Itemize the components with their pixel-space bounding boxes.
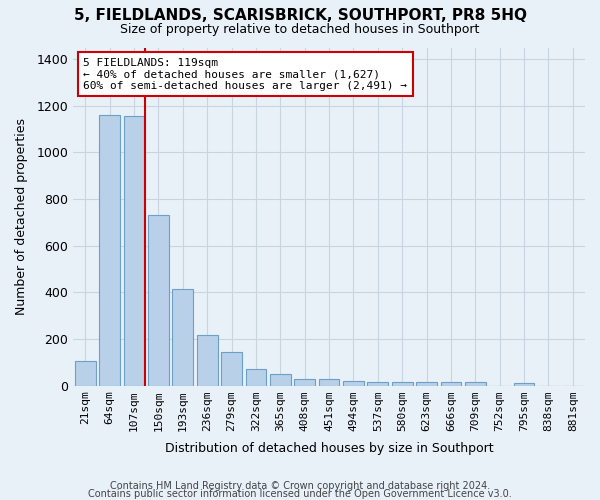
Bar: [343, 381, 364, 386]
Bar: [172, 289, 193, 386]
Bar: [465, 382, 485, 386]
Bar: [124, 116, 145, 386]
Bar: [319, 378, 340, 386]
Bar: [148, 216, 169, 386]
Bar: [270, 374, 290, 386]
Bar: [245, 369, 266, 386]
Text: Contains public sector information licensed under the Open Government Licence v3: Contains public sector information licen…: [88, 489, 512, 499]
Bar: [392, 382, 413, 386]
Text: 5 FIELDLANDS: 119sqm
← 40% of detached houses are smaller (1,627)
60% of semi-de: 5 FIELDLANDS: 119sqm ← 40% of detached h…: [83, 58, 407, 91]
Bar: [367, 382, 388, 386]
Bar: [221, 352, 242, 386]
X-axis label: Distribution of detached houses by size in Southport: Distribution of detached houses by size …: [165, 442, 493, 455]
Text: 5, FIELDLANDS, SCARISBRICK, SOUTHPORT, PR8 5HQ: 5, FIELDLANDS, SCARISBRICK, SOUTHPORT, P…: [74, 8, 527, 22]
Bar: [75, 361, 95, 386]
Text: Size of property relative to detached houses in Southport: Size of property relative to detached ho…: [121, 22, 479, 36]
Bar: [197, 336, 218, 386]
Text: Contains HM Land Registry data © Crown copyright and database right 2024.: Contains HM Land Registry data © Crown c…: [110, 481, 490, 491]
Y-axis label: Number of detached properties: Number of detached properties: [15, 118, 28, 315]
Bar: [294, 378, 315, 386]
Bar: [514, 383, 535, 386]
Bar: [440, 382, 461, 386]
Bar: [99, 115, 120, 386]
Bar: [416, 382, 437, 386]
